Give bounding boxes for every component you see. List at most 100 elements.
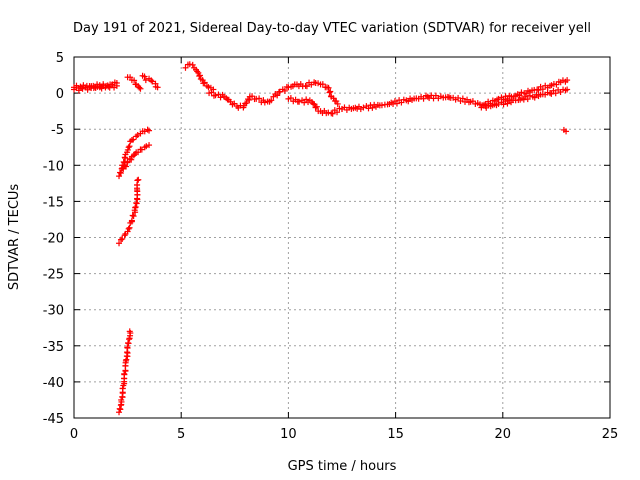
x-tick-label: 20 — [495, 427, 512, 442]
data-point-fill — [136, 84, 143, 91]
data-point-fill — [334, 109, 341, 116]
data-point-fill — [201, 79, 208, 86]
gridlines — [74, 57, 610, 418]
data-point-fill — [128, 156, 135, 163]
data-point — [546, 90, 553, 97]
chart-title: Day 191 of 2021, Sidereal Day-to-day VTE… — [73, 21, 591, 36]
data-point — [182, 64, 189, 71]
data-point — [212, 92, 219, 99]
data-point — [105, 83, 112, 90]
data-point-fill — [124, 146, 131, 153]
data-point — [154, 84, 161, 91]
data-point-fill — [116, 405, 123, 412]
y-tick-label: -35 — [43, 340, 64, 355]
x-tick-label: 10 — [280, 427, 297, 442]
data-point — [137, 85, 144, 92]
data-point-fill — [393, 100, 400, 107]
data-point-fill — [126, 143, 133, 150]
data-point-fill — [274, 92, 281, 99]
data-point — [135, 176, 142, 183]
data-point-fill — [548, 90, 555, 97]
data-point-fill — [526, 92, 533, 99]
data-point — [563, 128, 570, 135]
data-point-fill — [535, 87, 542, 94]
y-tick-label: -5 — [51, 123, 64, 138]
data-point — [119, 235, 126, 242]
data-point — [146, 127, 153, 134]
data-point-fill — [117, 236, 124, 243]
data-point-fill — [143, 143, 150, 150]
y-tick-label: -15 — [43, 195, 64, 210]
data-point-fill — [518, 89, 525, 96]
data-point-fill — [128, 217, 135, 224]
data-point-fill — [281, 87, 288, 94]
data-point — [116, 240, 123, 247]
data-point-fill — [141, 73, 148, 80]
data-point-fill — [303, 83, 310, 90]
y-tick-label: -30 — [43, 304, 64, 319]
data-point-fill — [327, 88, 334, 95]
data-point-fill — [208, 89, 215, 96]
data-point — [142, 77, 149, 84]
data-point — [186, 61, 193, 68]
data-point-fill — [129, 212, 136, 219]
data-point-fill — [287, 95, 294, 102]
data-point-fill — [123, 163, 130, 170]
data-point-fill — [319, 81, 326, 88]
data-point-fill — [130, 213, 137, 220]
data-point — [564, 77, 571, 84]
data-point — [261, 99, 268, 106]
x-tick-labels: 0 5 10 15 20 25 — [70, 427, 618, 442]
data-point-fill — [121, 232, 128, 239]
data-point-fill — [84, 86, 91, 93]
data-point-fill — [131, 77, 138, 84]
data-point-fill — [459, 95, 466, 102]
x-tick-label: 25 — [602, 427, 619, 442]
data-point-fill — [524, 96, 531, 103]
data-point-fill — [130, 152, 137, 159]
y-tick-label: -25 — [43, 268, 64, 283]
data-point-fill — [121, 371, 128, 378]
data-point-fill — [78, 85, 85, 92]
data-point — [146, 142, 153, 149]
data-point — [118, 396, 125, 403]
y-tick-label: -20 — [43, 232, 64, 247]
data-point-fill — [121, 162, 128, 169]
data-point — [564, 86, 571, 93]
data-point — [79, 85, 86, 92]
data-point — [126, 328, 133, 335]
data-point — [125, 144, 132, 151]
x-tick-label: 5 — [177, 427, 185, 442]
y-tick-label: -45 — [43, 412, 64, 427]
y-axis-label: SDTVAR / TECUs — [7, 184, 22, 291]
data-point-fill — [326, 89, 333, 96]
data-point-fill — [420, 95, 427, 102]
y-tick-label: -40 — [43, 376, 64, 391]
data-point-fill — [500, 101, 507, 108]
x-tick-label: 0 — [70, 427, 78, 442]
data-point — [424, 93, 431, 100]
data-point-fill — [124, 345, 131, 352]
data-point-fill — [130, 136, 137, 143]
data-point-fill — [552, 90, 559, 97]
data-point-fill — [196, 72, 203, 79]
data-point — [268, 97, 275, 104]
data-point — [534, 86, 541, 93]
data-point-fill — [325, 84, 332, 91]
data-point-fill — [539, 86, 546, 93]
data-point-fill — [330, 95, 337, 102]
data-point-fill — [148, 77, 155, 84]
y-tick-labels: 5 0 -5 -10 -15 -20 -25 -30 -35 -40 -45 — [43, 51, 64, 427]
data-point-fill — [119, 385, 126, 392]
y-tick-label: 5 — [56, 51, 64, 66]
data-point-fill — [325, 109, 332, 116]
data-point-fill — [313, 103, 320, 110]
data-point-fill — [312, 104, 319, 111]
x-tick-label: 15 — [387, 427, 404, 442]
y-tick-label: -10 — [43, 159, 64, 174]
data-point-fill — [124, 228, 131, 235]
data-point — [334, 100, 341, 107]
data-point-fill — [256, 95, 263, 102]
axis-ticks — [73, 56, 611, 419]
